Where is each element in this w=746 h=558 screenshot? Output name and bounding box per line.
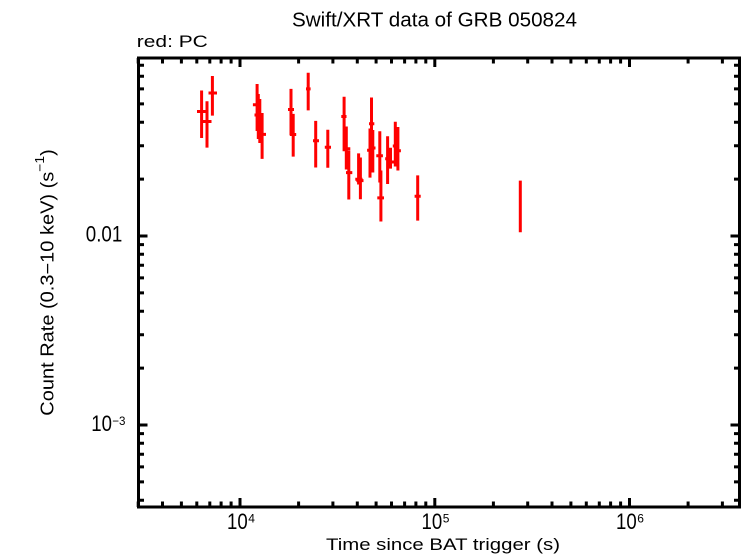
svg-text:10: 10: [616, 509, 637, 534]
svg-text:4: 4: [248, 512, 255, 526]
svg-text:6: 6: [637, 512, 644, 526]
svg-text:10: 10: [91, 411, 112, 436]
svg-text:5: 5: [443, 512, 450, 526]
svg-text:red: PC: red: PC: [137, 33, 208, 51]
svg-text:0.01: 0.01: [86, 222, 123, 247]
svg-text:Time since BAT trigger (s): Time since BAT trigger (s): [326, 536, 560, 554]
svg-text:−3: −3: [112, 414, 126, 428]
svg-text:10: 10: [422, 509, 443, 534]
svg-text:Count Rate (0.3−10 keV) (s−1): Count Rate (0.3−10 keV) (s−1): [33, 149, 58, 416]
svg-text:10: 10: [227, 509, 248, 534]
svg-text:Swift/XRT data of GRB 050824: Swift/XRT data of GRB 050824: [292, 10, 577, 32]
